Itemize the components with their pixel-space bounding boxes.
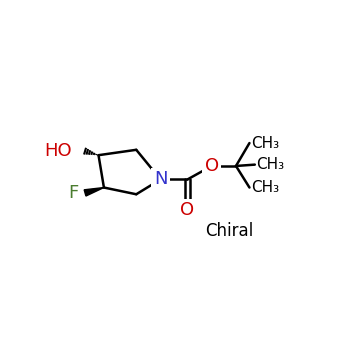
Text: CH₃: CH₃	[256, 157, 284, 172]
Polygon shape	[84, 188, 104, 196]
Text: N: N	[154, 170, 167, 188]
Text: O: O	[180, 202, 195, 219]
Text: Chiral: Chiral	[205, 222, 253, 240]
Text: F: F	[68, 184, 78, 202]
Text: O: O	[205, 157, 219, 175]
Text: CH₃: CH₃	[251, 180, 279, 195]
Text: CH₃: CH₃	[251, 135, 279, 150]
Text: HO: HO	[44, 142, 72, 160]
